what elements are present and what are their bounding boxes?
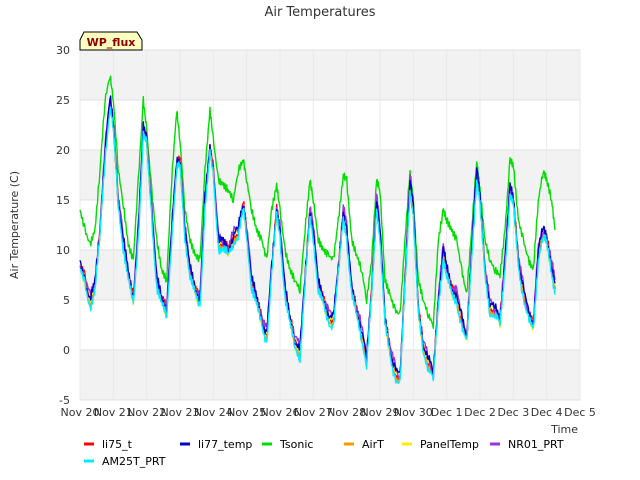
x-tick-label: Nov 23 (161, 406, 200, 419)
y-tick-label: 15 (56, 194, 70, 207)
legend-item-li75-t: li75_t (84, 438, 133, 451)
x-tick-label: Dec 1 (431, 406, 463, 419)
station-badge-text: WP_flux (87, 36, 136, 49)
y-axis-label: Air Temperature (C) (8, 171, 21, 279)
x-tick-label: Nov 25 (227, 406, 266, 419)
legend-item-paneltemp: PanelTemp (402, 438, 479, 451)
y-axis-ticks: -5 0 5 10 15 20 25 30 (56, 44, 70, 407)
x-tick-label: Nov 20 (61, 406, 100, 419)
y-tick-label: 10 (56, 244, 70, 257)
legend-item-tsonic: Tsonic (262, 438, 313, 451)
legend-label: NR01_PRT (508, 438, 564, 451)
legend-item-li77-temp: li77_temp (180, 438, 252, 451)
plot-background (79, 49, 581, 401)
legend: li75_t li77_temp Tsonic AirT PanelTemp NR01_P… (84, 438, 564, 468)
legend-label: li75_t (102, 438, 133, 451)
x-tick-label: Nov 27 (294, 406, 333, 419)
legend-label: Tsonic (279, 438, 313, 451)
y-tick-label: 0 (63, 344, 70, 357)
x-tick-label: Dec 3 (497, 406, 529, 419)
plot-band (80, 350, 580, 400)
legend-label: PanelTemp (420, 438, 479, 451)
legend-label: li77_temp (198, 438, 252, 451)
legend-item-am25t-prt: AM25T_PRT (84, 455, 166, 468)
y-tick-label: -5 (59, 394, 70, 407)
x-tick-label: Dec 4 (531, 406, 563, 419)
legend-item-airt: AirT (344, 438, 384, 451)
series-lines (79, 75, 556, 384)
plot-band (80, 150, 580, 200)
x-tick-label: Nov 24 (194, 406, 233, 419)
plot-band (80, 50, 580, 100)
y-tick-label: 25 (56, 94, 70, 107)
station-badge: WP_flux (79, 31, 143, 51)
y-tick-label: 20 (56, 144, 70, 157)
x-tick-label: Nov 28 (327, 406, 366, 419)
plot-area (80, 50, 580, 400)
legend-label: AM25T_PRT (102, 455, 166, 468)
x-tick-label: Nov 30 (394, 406, 433, 419)
y-tick-label: 5 (63, 294, 70, 307)
series-line-li77-temp (79, 95, 556, 377)
series-line-am25t-prt (79, 106, 556, 384)
x-tick-label: Dec 2 (464, 406, 496, 419)
x-tick-label: Nov 29 (361, 406, 400, 419)
grid-lines (79, 49, 581, 401)
x-tick-label: Nov 26 (261, 406, 300, 419)
x-tick-label: Nov 22 (127, 406, 166, 419)
chart-title: Air Temperatures (264, 5, 375, 20)
legend-label: AirT (362, 438, 384, 451)
x-axis-label: Time (550, 423, 578, 436)
legend-item-nr01-prt: NR01_PRT (490, 438, 564, 451)
x-tick-label: Dec 5 (564, 406, 596, 419)
x-tick-label: Nov 21 (94, 406, 133, 419)
series-line-tsonic (79, 75, 556, 329)
y-tick-label: 30 (56, 44, 70, 57)
